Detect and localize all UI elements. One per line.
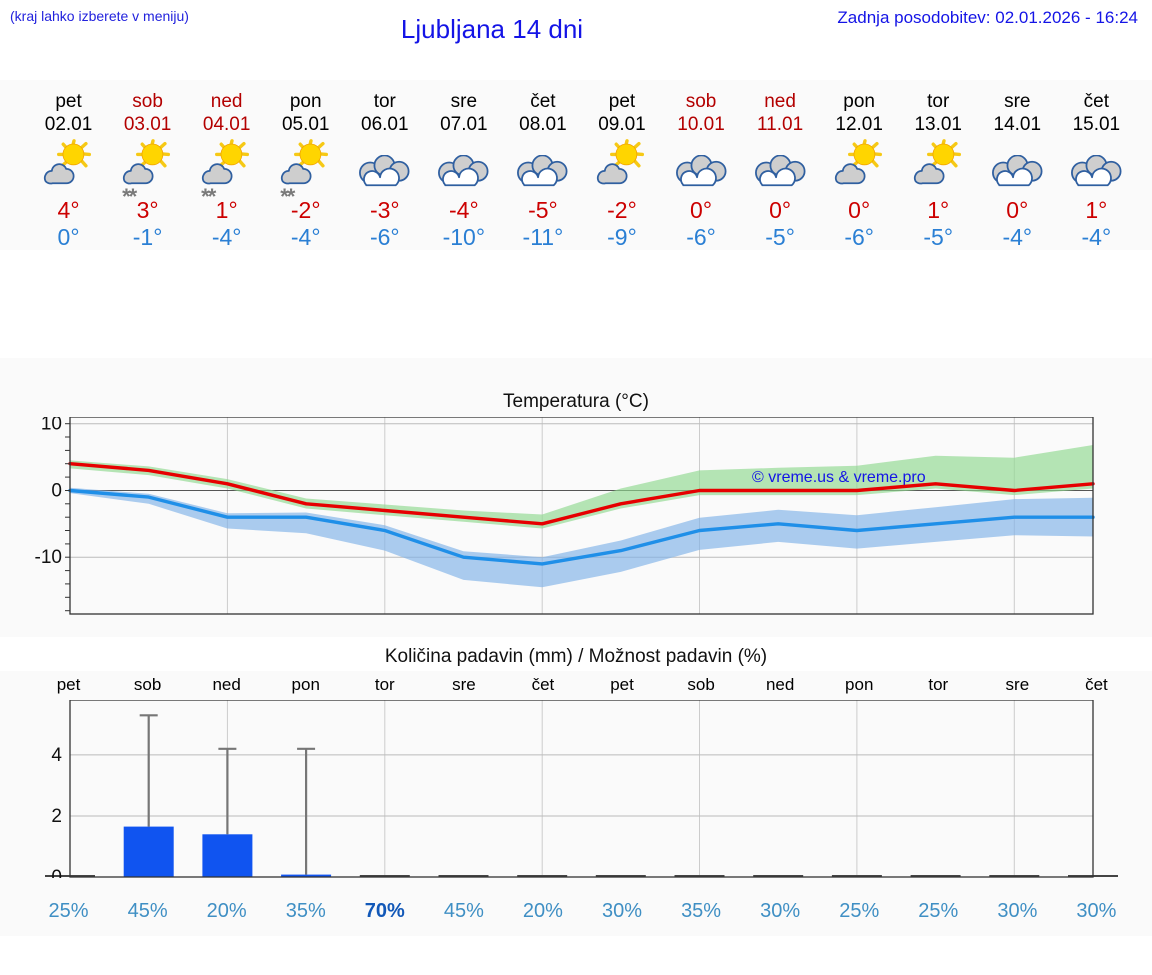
- svg-text:0: 0: [51, 481, 62, 502]
- svg-text:© vreme.us & vreme.pro: © vreme.us & vreme.pro: [752, 469, 926, 486]
- svg-text:0: 0: [51, 867, 62, 878]
- svg-text:10: 10: [41, 417, 62, 435]
- svg-text:-10: -10: [35, 547, 62, 568]
- svg-text:2: 2: [51, 806, 62, 827]
- svg-text:4: 4: [51, 745, 62, 766]
